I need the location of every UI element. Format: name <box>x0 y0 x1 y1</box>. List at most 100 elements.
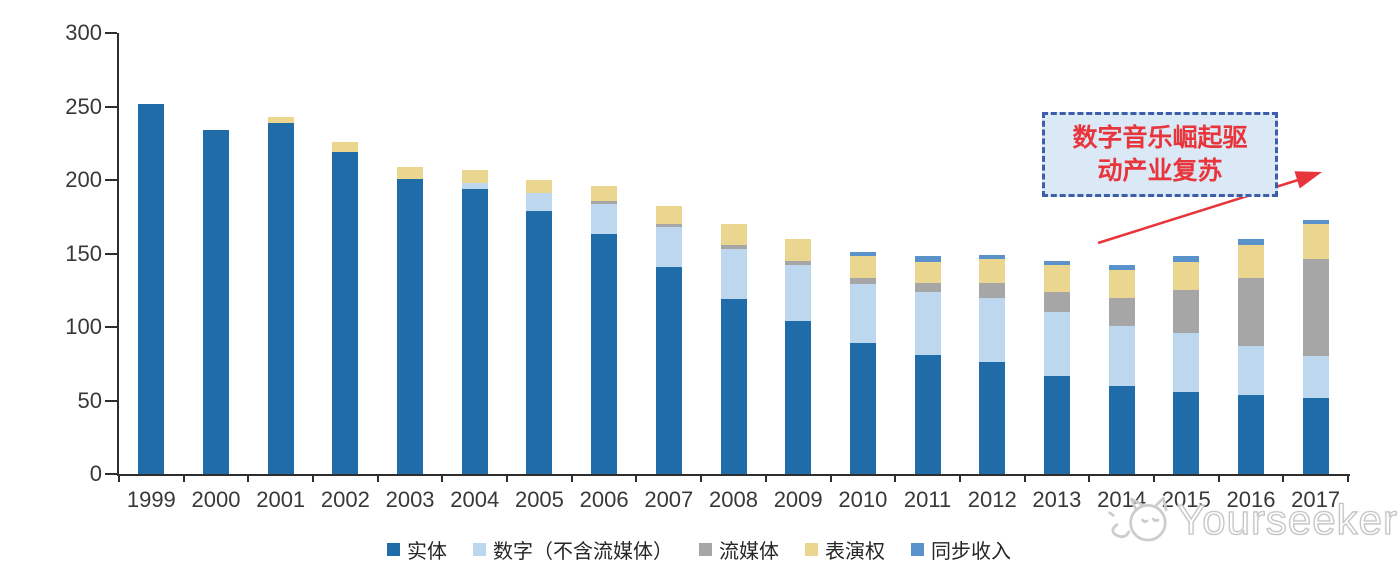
x-axis-tick <box>1282 474 1285 482</box>
bar-segment <box>1237 244 1264 279</box>
bar-segment <box>1043 312 1070 376</box>
bar-segment <box>655 266 682 474</box>
bar-segment <box>655 227 682 267</box>
bar-segment <box>849 284 876 344</box>
bar-segment <box>849 278 876 285</box>
legend-item: 流媒体 <box>699 535 779 564</box>
x-axis-label: 2005 <box>514 487 564 512</box>
bar-segment <box>461 182 488 189</box>
bar-segment <box>849 343 876 474</box>
x-axis-label: 2000 <box>191 487 241 512</box>
bar-segment <box>914 282 941 292</box>
x-axis-label: 2011 <box>903 487 952 512</box>
x-axis-label: 1999 <box>126 487 176 512</box>
annotation-callout: 数字音乐崛起驱 动产业复苏 <box>1042 112 1278 197</box>
legend: 实体 数字（不含流媒体） 流媒体 表演权 同步收入 <box>0 535 1398 564</box>
watermark: Yourseeker <box>1106 484 1398 556</box>
x-axis-tick <box>958 474 961 482</box>
bar-segment <box>1302 224 1329 260</box>
x-axis-label: 2016 <box>1226 487 1276 512</box>
x-axis-label: 2010 <box>838 487 888 512</box>
watermark-brand-text: Yourseeker <box>1176 495 1398 543</box>
bar-segment <box>849 252 876 257</box>
y-axis-tick-label: 150 <box>65 240 102 266</box>
y-axis-tick-label: 0 <box>89 461 102 486</box>
bar-segment <box>461 188 488 474</box>
legend-label: 数字（不含流媒体） <box>493 541 673 563</box>
x-axis-tick <box>570 474 573 482</box>
bar-segment <box>526 210 553 474</box>
bar-segment <box>1173 290 1200 333</box>
x-axis-label: 2002 <box>320 487 370 512</box>
x-axis-label: 2013 <box>1032 487 1082 512</box>
x-axis-tick <box>312 474 315 482</box>
y-axis-tick-label: 50 <box>77 387 102 413</box>
bar-segment <box>1108 297 1135 326</box>
bar-segment <box>720 299 747 474</box>
x-axis-tick <box>441 474 444 482</box>
bar-segment <box>591 203 618 235</box>
yourseeker-logo-icon <box>1108 496 1168 542</box>
x-axis-tick <box>247 474 250 482</box>
y-axis-tick <box>105 105 117 108</box>
x-axis-label: 2012 <box>967 487 1017 512</box>
bar-segment <box>203 130 230 474</box>
bar-segment <box>1237 278 1264 347</box>
annotation-text-line2: 动产业复苏 <box>1097 156 1223 185</box>
y-axis-tick-label: 200 <box>65 167 102 192</box>
bar-segment <box>914 291 941 355</box>
x-axis-tick <box>764 474 767 482</box>
bar-segment <box>1108 385 1135 474</box>
bar-segment <box>1108 325 1135 386</box>
bar-segment <box>914 354 941 474</box>
x-axis-tick <box>1023 474 1026 482</box>
x-axis-tick <box>894 474 897 482</box>
bar-segment <box>1173 391 1200 474</box>
x-axis-tick <box>700 474 703 482</box>
bar-segment <box>332 152 359 474</box>
x-axis-label: 2003 <box>385 487 435 512</box>
bar-segment <box>526 180 553 194</box>
y-axis-tick-label: 300 <box>65 20 102 45</box>
x-axis-tick <box>1152 474 1155 482</box>
x-axis-tick <box>1088 474 1091 482</box>
x-axis-label: 2004 <box>450 487 500 512</box>
bar-segment <box>1302 219 1329 225</box>
bar-segment <box>1043 291 1070 313</box>
x-axis-tick <box>829 474 832 482</box>
x-axis-label: 2009 <box>773 487 823 512</box>
x-axis-tick <box>376 474 379 482</box>
bar-segment <box>1043 375 1070 474</box>
bar-segment <box>1237 238 1264 245</box>
bar-segment <box>1237 346 1264 395</box>
legend-item: 表演权 <box>805 535 885 564</box>
legend-item: 实体 <box>387 535 447 564</box>
bar-segment <box>461 169 488 183</box>
bar-segment <box>785 321 812 474</box>
legend-item: 同步收入 <box>911 535 1011 564</box>
bar-segment <box>267 116 294 123</box>
legend-label: 实体 <box>407 541 447 563</box>
x-axis-line <box>117 474 1350 476</box>
bar-segment <box>1302 397 1329 474</box>
bar-segment <box>1173 332 1200 392</box>
x-axis-label: 2015 <box>1161 487 1211 512</box>
bar-segment <box>849 256 876 279</box>
x-axis-tick <box>635 474 638 482</box>
bar-segment <box>591 234 618 474</box>
bar-segment <box>785 238 812 261</box>
y-axis-tick-label: 100 <box>65 314 102 339</box>
legend-swatch <box>473 543 486 556</box>
bar-segment <box>1173 262 1200 291</box>
bar-segment <box>138 103 165 474</box>
legend-swatch <box>911 543 924 556</box>
bar-segment <box>591 185 618 201</box>
bar-segment <box>979 259 1006 283</box>
bar-segment <box>785 260 812 266</box>
bar-segment <box>1108 269 1135 298</box>
bar-segment <box>914 256 941 263</box>
bar-segment <box>655 224 682 228</box>
bar-segment <box>655 206 682 225</box>
y-axis-tick <box>105 326 117 328</box>
